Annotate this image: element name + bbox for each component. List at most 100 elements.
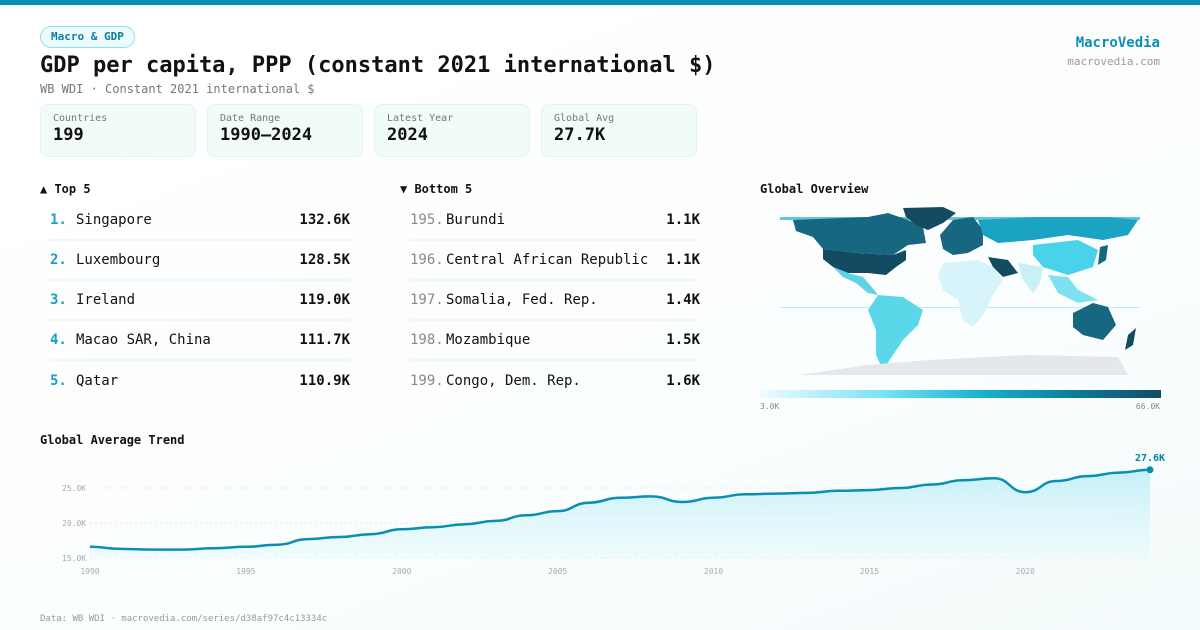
region-japan[interactable] — [1098, 245, 1108, 265]
region-southeast-asia[interactable] — [1048, 275, 1098, 303]
stat-date-range: Date Range 1990–2024 — [207, 104, 363, 157]
region-europe[interactable] — [940, 217, 983, 255]
list-item[interactable]: 5. Qatar 110.9K — [50, 361, 350, 401]
map-artifact-band — [780, 217, 1140, 220]
legend-min-label: 3.0K — [760, 402, 780, 411]
x-tick-label: 2005 — [548, 567, 567, 576]
trend-chart: 15.0K 20.0K 25.0K 1990 1995 2000 2005 2010 2015 2… — [62, 453, 1165, 576]
country-value: 1.6K — [666, 373, 700, 389]
stat-value: 2024 — [387, 125, 428, 145]
map-color-legend — [760, 390, 1161, 398]
region-australia[interactable] — [1073, 303, 1116, 340]
y-tick-label: 20.0K — [62, 519, 86, 528]
end-value-label: 27.6K — [1135, 453, 1165, 464]
x-tick-label: 2000 — [392, 567, 411, 576]
stat-label: Global Avg — [554, 113, 615, 124]
rank: 199. — [410, 373, 444, 389]
rank: 1. — [50, 212, 67, 228]
region-africa[interactable] — [938, 260, 1003, 327]
stats-row: Countries 199 Date Range 1990–2024 Latest … — [40, 104, 697, 157]
stat-latest-year: Latest Year 2024 — [374, 104, 530, 157]
region-mexico-central-america[interactable] — [833, 267, 878, 295]
x-tick-label: 2010 — [704, 567, 723, 576]
region-greenland[interactable] — [903, 207, 956, 230]
list-item[interactable]: 4. Macao SAR, China 111.7K — [50, 321, 350, 361]
country-value: 1.5K — [666, 332, 700, 348]
country-name: Congo, Dem. Rep. — [446, 373, 581, 389]
rank: 198. — [410, 332, 444, 348]
region-antarctica — [798, 355, 1128, 375]
country-name: Singapore — [76, 212, 152, 228]
page-subtitle: WB WDI · Constant 2021 international $ — [40, 82, 315, 96]
country-name: Macao SAR, China — [76, 332, 211, 348]
list-item[interactable]: 196. Central African Republic 1.1K — [410, 241, 700, 281]
country-value: 110.9K — [299, 373, 350, 389]
region-russia-central-asia[interactable] — [978, 217, 1138, 243]
list-item[interactable]: 198. Mozambique 1.5K — [410, 321, 700, 361]
country-name: Ireland — [76, 292, 136, 308]
stat-global-avg: Global Avg 27.7K — [541, 104, 697, 157]
trend-line — [89, 468, 1151, 551]
country-name: Qatar — [76, 373, 119, 389]
bottom5-heading: ▼ Bottom 5 — [400, 182, 473, 196]
country-name: Burundi — [446, 212, 506, 228]
footer-source: Data: WB WDI · macrovedia.com/series/d38… — [40, 614, 328, 624]
x-tick-label: 2015 — [860, 567, 879, 576]
country-value: 1.1K — [666, 212, 700, 228]
region-china[interactable] — [1033, 240, 1098, 275]
y-tick-label: 25.0K — [62, 484, 86, 493]
rank: 3. — [50, 292, 67, 308]
top-accent-bar — [0, 0, 1200, 5]
country-value: 128.5K — [299, 252, 350, 268]
stat-value: 27.7K — [554, 125, 606, 145]
list-item[interactable]: 2. Luxembourg 128.5K — [50, 241, 350, 281]
brand-logo[interactable]: MacroVedia — [1075, 35, 1160, 51]
category-tag[interactable]: Macro & GDP — [40, 26, 135, 48]
top5-list: 1. Singapore 132.6K 2. Luxembourg 128.5K 3. Ire… — [50, 201, 350, 401]
stat-label: Latest Year — [387, 113, 454, 124]
region-south-america[interactable] — [868, 295, 923, 370]
region-canada-alaska[interactable] — [793, 213, 926, 255]
region-india[interactable] — [1018, 263, 1043, 293]
rank: 195. — [410, 212, 444, 228]
legend-max-label: 66.0K — [1135, 402, 1160, 411]
list-item[interactable]: 199. Congo, Dem. Rep. 1.6K — [410, 361, 700, 401]
world-map — [780, 207, 1140, 375]
rank: 197. — [410, 292, 444, 308]
country-value: 1.4K — [666, 292, 700, 308]
x-tick-label: 2020 — [1016, 567, 1035, 576]
page-title: GDP per capita, PPP (constant 2021 inter… — [40, 53, 716, 78]
trend-heading: Global Average Trend — [40, 433, 185, 447]
stat-value: 1990–2024 — [220, 125, 313, 145]
stat-value: 199 — [53, 125, 84, 145]
country-name: Mozambique — [446, 332, 531, 348]
x-tick-label: 1995 — [236, 567, 255, 576]
brand-url[interactable]: macrovedia.com — [1067, 55, 1160, 68]
country-name: Luxembourg — [76, 252, 161, 268]
stat-countries: Countries 199 — [40, 104, 196, 157]
top5-heading: ▲ Top 5 — [40, 182, 91, 196]
list-item[interactable]: 197. Somalia, Fed. Rep. 1.4K — [410, 281, 700, 321]
rank: 2. — [50, 252, 67, 268]
stat-label: Date Range — [220, 113, 281, 124]
country-name: Somalia, Fed. Rep. — [446, 292, 598, 308]
rank: 5. — [50, 373, 67, 389]
map-heading: Global Overview — [760, 182, 869, 196]
country-value: 1.1K — [666, 252, 700, 268]
region-middle-east[interactable] — [988, 257, 1018, 277]
region-usa[interactable] — [823, 249, 906, 275]
trend-area — [90, 469, 1150, 558]
region-new-zealand[interactable] — [1125, 328, 1136, 350]
x-tick-label: 1990 — [80, 567, 99, 576]
stat-label: Countries — [53, 113, 108, 124]
list-item[interactable]: 1. Singapore 132.6K — [50, 201, 350, 241]
rank: 4. — [50, 332, 67, 348]
data-point — [1146, 466, 1154, 474]
bottom5-list: 195. Burundi 1.1K 196. Central African Repub… — [410, 201, 700, 401]
list-item[interactable]: 195. Burundi 1.1K — [410, 201, 700, 241]
rank: 196. — [410, 252, 444, 268]
list-item[interactable]: 3. Ireland 119.0K — [50, 281, 350, 321]
country-name: Central African Republic — [446, 252, 649, 268]
country-value: 132.6K — [299, 212, 350, 228]
y-tick-label: 15.0K — [62, 554, 86, 563]
